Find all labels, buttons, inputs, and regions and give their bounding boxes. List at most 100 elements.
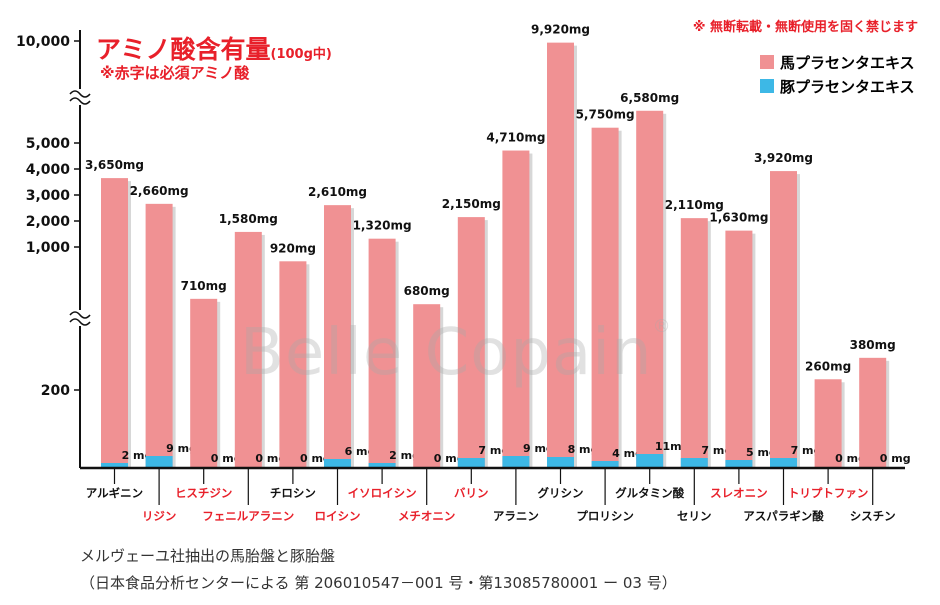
y-tick-label: 2,000	[26, 214, 71, 230]
axis-break-gap	[70, 89, 90, 105]
x-tick-label: スレオニン	[710, 486, 768, 500]
bar-pig	[101, 463, 128, 468]
y-tick-label: 10,000	[16, 34, 70, 50]
y-tick-label: 4,000	[26, 162, 71, 178]
bar-horse	[413, 304, 441, 468]
y-tick-label: 5,000	[26, 136, 71, 152]
bar-horse	[145, 203, 173, 468]
bar-horse	[591, 127, 619, 468]
value-label-horse: 2,110mg	[665, 198, 724, 212]
bar-pig	[547, 457, 574, 468]
legend-item-horse: 馬プラセンタエキス	[760, 50, 915, 74]
axis-break	[69, 90, 91, 98]
value-label-horse: 920mg	[270, 241, 316, 255]
value-label-pig: 0 mg	[880, 452, 911, 465]
value-label-pig: 9 mg	[166, 442, 197, 455]
axis-break	[69, 318, 91, 326]
bar-horse	[725, 230, 753, 468]
value-label-pig: 2 mg	[122, 449, 153, 462]
value-label-pig: 5 mg	[746, 446, 777, 459]
bar-horse	[324, 205, 351, 468]
value-label-pig: 6 mg	[345, 445, 376, 458]
x-tick-label: ヒスチジン	[175, 486, 233, 500]
x-tick-label: メチオニン	[398, 509, 456, 523]
bar-pig	[457, 458, 485, 468]
bar-pig	[680, 458, 708, 468]
value-label-pig: 0 mg	[835, 452, 866, 465]
bar-pig	[770, 458, 797, 468]
legend-label-horse: 馬プラセンタエキス	[780, 53, 915, 72]
value-label-pig: 9 mg	[523, 442, 554, 455]
value-label-pig: 7 mg	[791, 444, 822, 457]
x-tick-label: ロイシン	[315, 509, 361, 523]
value-label-pig: 0 mg	[300, 452, 331, 465]
value-label-horse: 1,320mg	[353, 219, 412, 233]
axis-break	[69, 97, 91, 105]
value-label-pig: 0 mg	[434, 452, 465, 465]
value-label-horse: 9,920mg	[531, 23, 590, 37]
value-label-pig: 2 mg	[389, 449, 420, 462]
x-tick-label: リジン	[142, 509, 177, 523]
x-tick-label: トリプトファン	[788, 486, 869, 500]
bar-pig	[502, 456, 530, 468]
y-tick-label: 200	[41, 383, 70, 399]
value-label-horse: 2,610mg	[308, 185, 367, 199]
bar-pig	[368, 463, 396, 468]
value-label-horse: 260mg	[805, 359, 851, 373]
bar-horse	[190, 298, 218, 468]
x-tick-label: アルギニン	[86, 486, 143, 500]
legend-item-pig: 豚プラセンタエキス	[760, 74, 915, 98]
value-label-horse: 1,630mg	[709, 211, 768, 225]
value-label-horse: 680mg	[404, 284, 450, 298]
value-label-pig: 0 mg	[211, 452, 242, 465]
bar-horse	[770, 171, 797, 468]
value-label-pig: 7 mg	[701, 444, 732, 457]
x-tick-label: シスチン	[850, 509, 896, 523]
bar-pig	[324, 459, 351, 468]
x-tick-label: グルタミン酸	[615, 486, 684, 500]
bar-horse	[101, 178, 128, 468]
value-label-horse: 380mg	[850, 338, 896, 352]
value-label-horse: 3,650mg	[85, 158, 144, 172]
x-tick-label: セリン	[677, 509, 712, 523]
footer-source: メルヴェーユ社抽出の馬胎盤と豚胎盤	[80, 547, 336, 565]
bar-horse	[680, 218, 708, 468]
bar-pig	[636, 454, 664, 468]
value-label-horse: 2,660mg	[130, 184, 189, 198]
copyright-notice: ※ 無断転載・無断使用を固く禁じます	[692, 20, 918, 35]
x-tick-label: イソロイシン	[348, 486, 417, 500]
bar-horse	[368, 238, 396, 468]
value-label-pig: 8 mg	[568, 443, 599, 456]
footer-reference: （日本食品分析センターによる 第 206010547－001 号・第130857…	[80, 574, 677, 592]
value-label-pig: 4 mg	[612, 447, 643, 460]
x-tick-label: チロシン	[270, 486, 316, 500]
chart-title-unit: (100g中)	[270, 47, 332, 62]
value-label-horse: 1,580mg	[219, 212, 278, 226]
value-label-horse: 6,580mg	[620, 91, 679, 105]
bar-horse	[636, 110, 664, 468]
bar-horse	[814, 379, 842, 468]
y-tick-label: 1,000	[26, 240, 71, 256]
value-label-horse: 2,150mg	[442, 197, 501, 211]
value-label-pig: 0 mg	[255, 452, 286, 465]
x-tick-label: アスパラギン酸	[743, 509, 824, 523]
x-tick-label: プロリシン	[576, 509, 634, 523]
legend-swatch-horse	[760, 55, 774, 69]
bar-pig	[591, 461, 619, 468]
x-tick-label: フェニルアラニン	[202, 509, 294, 523]
bar-horse	[279, 261, 307, 468]
bar-horse	[547, 42, 574, 469]
value-label-horse: 4,710mg	[486, 131, 545, 145]
bar-pig	[725, 460, 753, 468]
axis-break-gap	[70, 310, 90, 326]
chart-title: アミノ酸含有量(100g中)	[96, 35, 332, 64]
bar-horse	[502, 150, 530, 469]
bar-horse	[457, 217, 485, 468]
value-label-pig: 7 mg	[478, 444, 509, 457]
x-tick-label: グリシン	[538, 486, 584, 500]
bar-horse	[234, 231, 262, 468]
axis-break	[69, 311, 91, 319]
bar-horse	[859, 357, 887, 468]
value-label-horse: 3,920mg	[754, 151, 813, 165]
